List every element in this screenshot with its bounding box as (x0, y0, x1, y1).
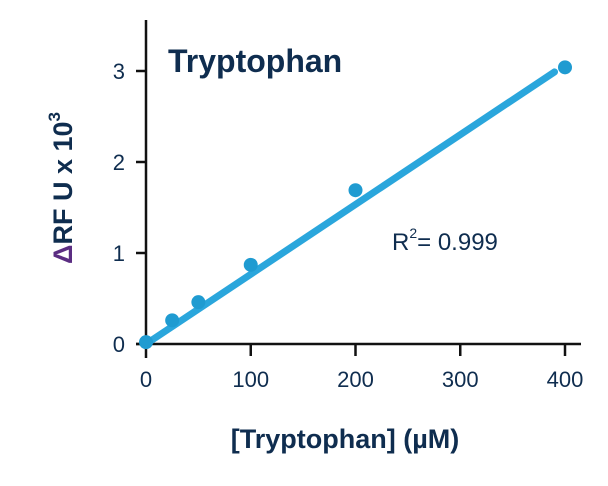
fit-line (142, 68, 559, 348)
x-axis-label: [Tryptophan] (µM) (231, 424, 460, 454)
y-axis-label: ΔRF U x 103 (45, 112, 78, 264)
y-tick-label: 1 (113, 241, 125, 266)
data-point (558, 60, 572, 75)
x-tick-label: 300 (442, 367, 479, 392)
x-tick-label: 100 (232, 367, 269, 392)
chart-title: Tryptophan (168, 43, 342, 79)
data-point (243, 257, 258, 272)
r-squared-annotation: R2= 0.999 (392, 225, 498, 256)
data-point (191, 295, 206, 310)
x-tick-label: 200 (337, 367, 374, 392)
delta-symbol: Δ (48, 245, 78, 264)
y-axis-label-sup: 3 (45, 112, 64, 121)
data-point (348, 183, 363, 198)
r-squared-value: = 0.999 (417, 229, 498, 256)
data-point (139, 335, 153, 350)
r-squared-r: R (392, 229, 409, 256)
y-ticks: 0 1 2 3 (113, 59, 146, 357)
y-axis-label-main: RF U x 10 (48, 122, 78, 245)
x-ticks: 0 100 200 300 400 (140, 344, 583, 392)
y-tick-label: 3 (113, 59, 125, 84)
y-tick-label: 2 (113, 150, 125, 175)
x-tick-label: 0 (140, 367, 152, 392)
data-point (165, 313, 180, 328)
data-points (139, 60, 572, 350)
r-squared-sup: 2 (409, 225, 417, 241)
y-tick-label: 0 (113, 332, 125, 357)
axes (136, 20, 581, 358)
x-tick-label: 400 (547, 367, 584, 392)
